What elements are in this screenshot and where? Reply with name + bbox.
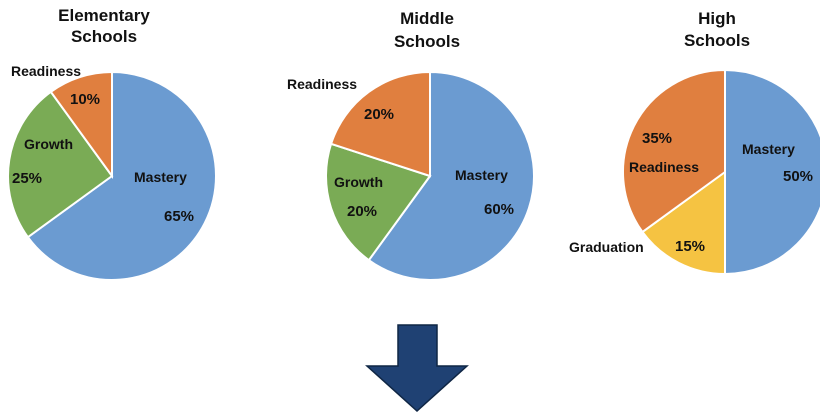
- high-title-line-1: High: [698, 9, 736, 28]
- middle-readiness-name: Readiness: [287, 76, 357, 92]
- middle-growth-name: Growth: [334, 174, 383, 190]
- middle-slice-mastery: [367, 70, 535, 281]
- elementary-growth-value: 25%: [12, 170, 42, 187]
- elementary-mastery-name: Mastery: [134, 169, 187, 185]
- high-mastery-value: 50%: [783, 168, 813, 185]
- high-graduation-name: Graduation: [569, 239, 644, 255]
- elementary-title-line-1: Elementary: [58, 6, 150, 25]
- high-title-line-2: Schools: [684, 31, 750, 50]
- high-slice-graduation: [641, 170, 726, 276]
- elementary-slice-readiness: [49, 70, 113, 180]
- elementary-title-line-2: Schools: [71, 27, 137, 46]
- elementary-readiness-value: 10%: [70, 91, 100, 108]
- middle-mastery-value: 60%: [484, 201, 514, 218]
- middle-title-line-1: Middle: [400, 9, 454, 28]
- middle-title-line-2: Schools: [394, 32, 460, 51]
- high-readiness-name: Readiness: [629, 159, 699, 175]
- middle-mastery-name: Mastery: [455, 167, 508, 183]
- high-mastery-name: Mastery: [742, 141, 795, 157]
- high-pie: [622, 68, 820, 276]
- middle-pie: [324, 70, 535, 281]
- down-arrow-icon: [365, 324, 469, 413]
- middle-slice-growth: [324, 142, 432, 262]
- high-slice-mastery: [724, 68, 820, 276]
- middle-slice-readiness: [329, 70, 431, 178]
- high-graduation-value: 15%: [675, 238, 705, 255]
- elementary-readiness-name: Readiness: [11, 63, 81, 79]
- middle-growth-value: 20%: [347, 203, 377, 220]
- elementary-mastery-value: 65%: [164, 208, 194, 225]
- elementary-growth-name: Growth: [24, 136, 73, 152]
- elementary-pie: [6, 70, 217, 281]
- elementary-slice-mastery: [26, 70, 217, 281]
- high-slice-readiness: [622, 68, 726, 234]
- high-readiness-value: 35%: [642, 130, 672, 147]
- middle-readiness-value: 20%: [364, 106, 394, 123]
- elementary-slice-growth: [6, 90, 114, 239]
